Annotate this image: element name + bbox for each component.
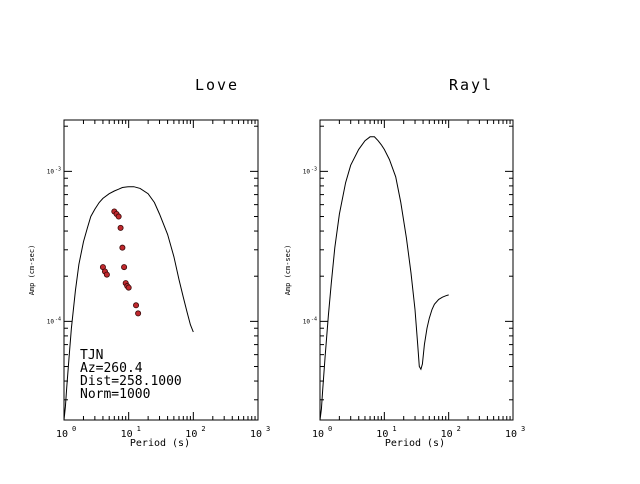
rayl-x-tick-exponent: 1 [392, 425, 396, 433]
love-y-tick-exponent: -4 [55, 316, 61, 322]
love-x-tick-label: 10 [56, 429, 68, 440]
love-y-tick-label: 10 [47, 318, 55, 325]
love-y-tick-exponent: -3 [55, 166, 61, 172]
love-x-tick-label: 10 [185, 429, 197, 440]
love-data-point [125, 284, 132, 291]
rayl-panel: Rayl Period (s) Amp (cm-sec) 10 0 10 1 10 2 10… [284, 76, 525, 449]
love-title: Love [195, 76, 239, 94]
rayl-x-tick-label: 10 [312, 429, 324, 440]
rayl-y-tick-label: 10 [303, 168, 311, 175]
love-plot-frame [63, 119, 259, 421]
love-x-tick-exponent: 3 [266, 425, 270, 433]
love-x-axis-label: Period (s) [130, 438, 190, 449]
love-x-tick-exponent: 1 [137, 425, 141, 433]
love-data-point [135, 310, 142, 317]
love-annotation-azimuth: Az=260.4 [80, 361, 143, 376]
rayl-y-tick-label: 10 [303, 318, 311, 325]
love-data-point [117, 224, 124, 231]
love-annotation: TJN Az=260.4 Dist=258.1000 Norm=1000 [80, 348, 182, 402]
love-data-point [115, 213, 122, 220]
love-data-point [133, 302, 140, 309]
love-data-point [121, 264, 128, 271]
rayl-x-tick-exponent: 3 [521, 425, 525, 433]
rayl-x-axis-label: Period (s) [385, 438, 445, 449]
rayl-y-tick-exponent: -3 [311, 166, 317, 172]
love-y-axis-label: Amp (cm-sec) [28, 245, 36, 296]
love-series-line [63, 186, 194, 421]
rayl-x-tick-label: 10 [441, 429, 453, 440]
rayl-plot-frame [319, 119, 514, 421]
love-x-tick-exponent: 0 [72, 425, 76, 433]
rayl-title: Rayl [449, 76, 493, 94]
love-data-point [119, 244, 126, 251]
love-y-tick-label: 10 [47, 168, 55, 175]
rayl-y-tick-exponent: -4 [311, 316, 317, 322]
love-annotation-station: TJN [80, 348, 103, 363]
love-annotation-norm: Norm=1000 [80, 387, 150, 402]
rayl-x-tick-label: 10 [376, 429, 388, 440]
love-x-tick-exponent: 2 [201, 425, 205, 433]
rayl-y-axis-label: Amp (cm-sec) [284, 245, 292, 296]
love-data-point [103, 271, 110, 278]
rayl-x-tick-label: 10 [505, 429, 517, 440]
rayl-x-tick-exponent: 2 [457, 425, 461, 433]
love-annotation-distance: Dist=258.1000 [80, 374, 182, 389]
love-x-tick-label: 10 [250, 429, 262, 440]
love-panel: Love Period (s) Amp (cm-sec) TJN Az=260.… [28, 76, 270, 449]
rayl-series-line [319, 136, 449, 421]
love-x-tick-label: 10 [121, 429, 133, 440]
rayl-x-tick-exponent: 0 [328, 425, 332, 433]
